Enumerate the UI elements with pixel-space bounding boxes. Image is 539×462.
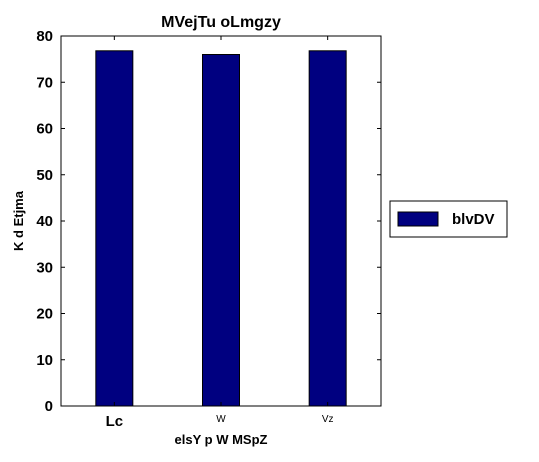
legend-label: blvDV	[452, 211, 495, 228]
y-tick-label: 80	[36, 28, 53, 45]
y-tick-label: 70	[36, 74, 53, 91]
y-tick-label: 50	[36, 167, 53, 184]
y-ticks-group: 0 10 20 30 40 50 60 70 80	[36, 28, 381, 415]
bars-group	[95, 50, 347, 407]
y-tick-label: 10	[36, 352, 53, 369]
y-tick-label: 20	[36, 306, 53, 323]
y-tick-label: 40	[36, 213, 53, 230]
legend-swatch	[397, 211, 439, 227]
legend: blvDV	[389, 200, 508, 238]
bar-W	[202, 54, 240, 407]
bar-Vz	[308, 50, 347, 407]
y-axis-label: K d Etjma	[11, 190, 26, 251]
x-axis-label: elsY p W MSpZ	[175, 432, 268, 447]
y-tick-label: 30	[36, 259, 53, 276]
bar-Lc	[95, 50, 134, 407]
x-tick-label: Vz	[322, 414, 334, 425]
x-tick-label: W	[216, 414, 226, 425]
plot-frame	[60, 35, 382, 407]
x-tick-label: Lc	[106, 413, 124, 430]
x-ticks-group: Lc W Vz	[106, 36, 334, 430]
chart-title: MVejTu oLmgzy	[161, 14, 281, 31]
y-tick-label: 0	[45, 398, 53, 415]
y-tick-label: 60	[36, 121, 53, 138]
